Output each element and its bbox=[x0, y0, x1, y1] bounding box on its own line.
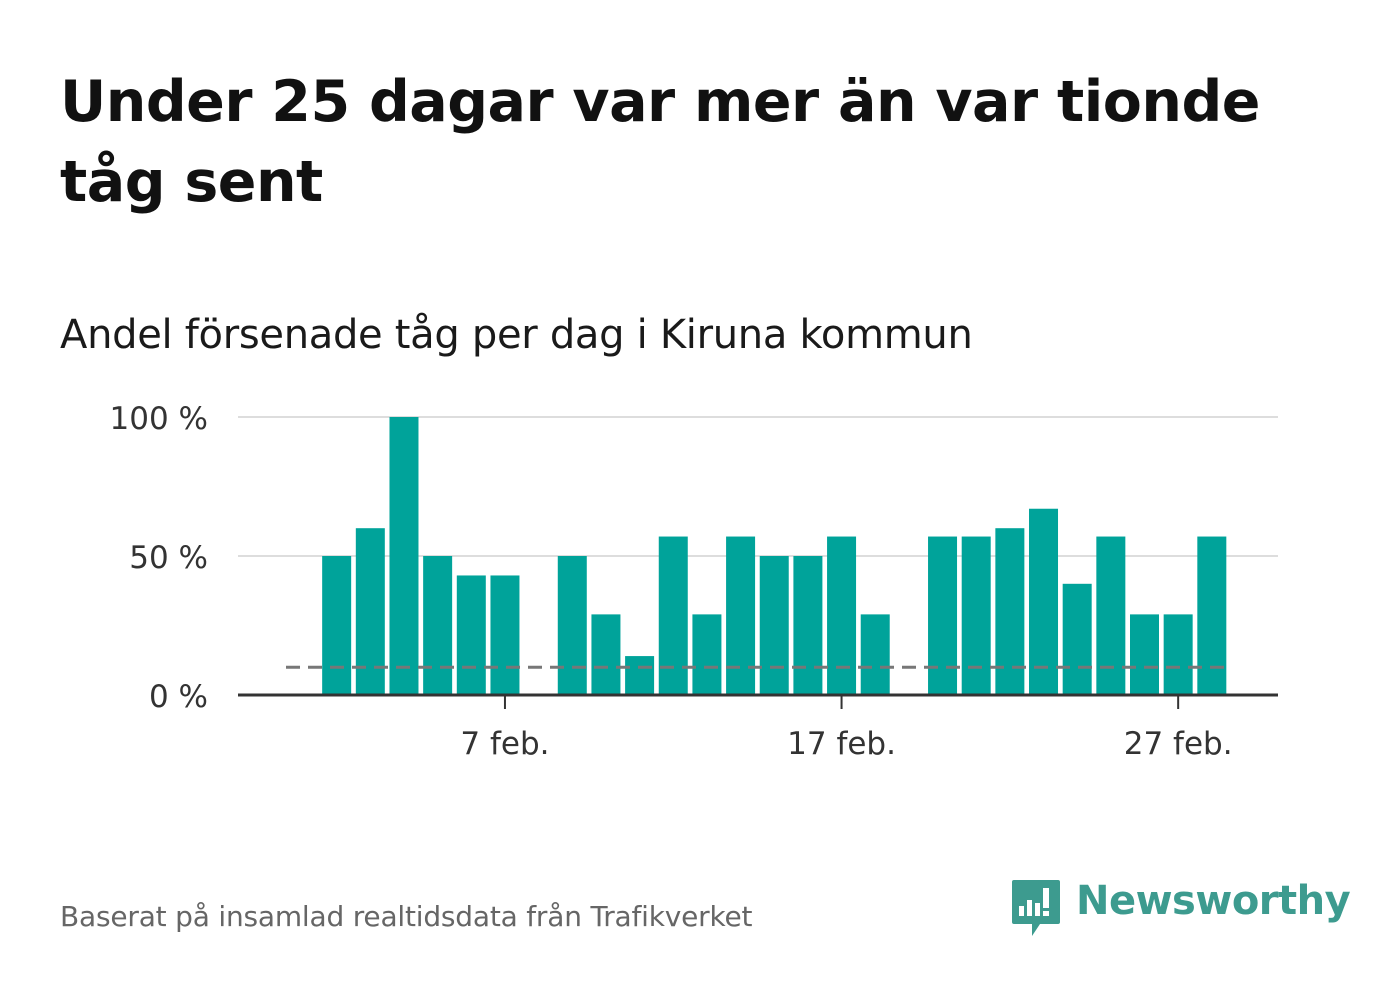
bar bbox=[423, 556, 453, 695]
source-note: Baserat på insamlad realtidsdata från Tr… bbox=[60, 900, 753, 933]
y-tick-label: 50 % bbox=[129, 540, 208, 576]
bar bbox=[759, 556, 789, 695]
bar bbox=[591, 614, 621, 695]
bar bbox=[490, 575, 520, 695]
bar bbox=[827, 536, 857, 695]
bar bbox=[1062, 583, 1092, 695]
bar bbox=[1130, 614, 1159, 695]
newsworthy-logo: Newsworthy bbox=[1010, 878, 1351, 942]
y-tick-label: 100 % bbox=[110, 401, 208, 437]
chart-subtitle: Andel försenade tåg per dag i Kiruna kom… bbox=[60, 312, 973, 358]
bar bbox=[658, 536, 688, 695]
y-tick-label: 0 % bbox=[149, 679, 208, 715]
bar bbox=[1029, 508, 1059, 695]
bar bbox=[355, 528, 385, 695]
bar bbox=[860, 614, 890, 695]
bar bbox=[928, 536, 958, 695]
bar bbox=[692, 614, 722, 695]
x-axis-labels: 7 feb. 17 feb. 27 feb. bbox=[460, 726, 1232, 762]
bar bbox=[557, 556, 587, 695]
bar bbox=[793, 556, 823, 695]
x-tick-label: 17 feb. bbox=[787, 726, 896, 762]
newsworthy-logo-text: Newsworthy bbox=[1076, 878, 1351, 924]
x-axis bbox=[238, 693, 1278, 709]
y-axis-labels: 0 % 50 % 100 % bbox=[110, 401, 208, 715]
bar bbox=[961, 536, 991, 695]
bar bbox=[389, 417, 419, 695]
bar bbox=[456, 575, 486, 695]
bar bbox=[1163, 614, 1193, 695]
bar bbox=[726, 536, 756, 695]
bar bbox=[322, 556, 352, 695]
bar bbox=[625, 656, 655, 695]
bar bbox=[1096, 536, 1126, 695]
chart-title: Under 25 dagar var mer än var tionde tåg… bbox=[60, 69, 1260, 215]
bar bbox=[1197, 536, 1227, 695]
x-tick-label: 7 feb. bbox=[460, 726, 549, 762]
bar bbox=[995, 528, 1025, 695]
x-tick-label: 27 feb. bbox=[1124, 726, 1233, 762]
newsworthy-logo-icon bbox=[1012, 880, 1060, 936]
